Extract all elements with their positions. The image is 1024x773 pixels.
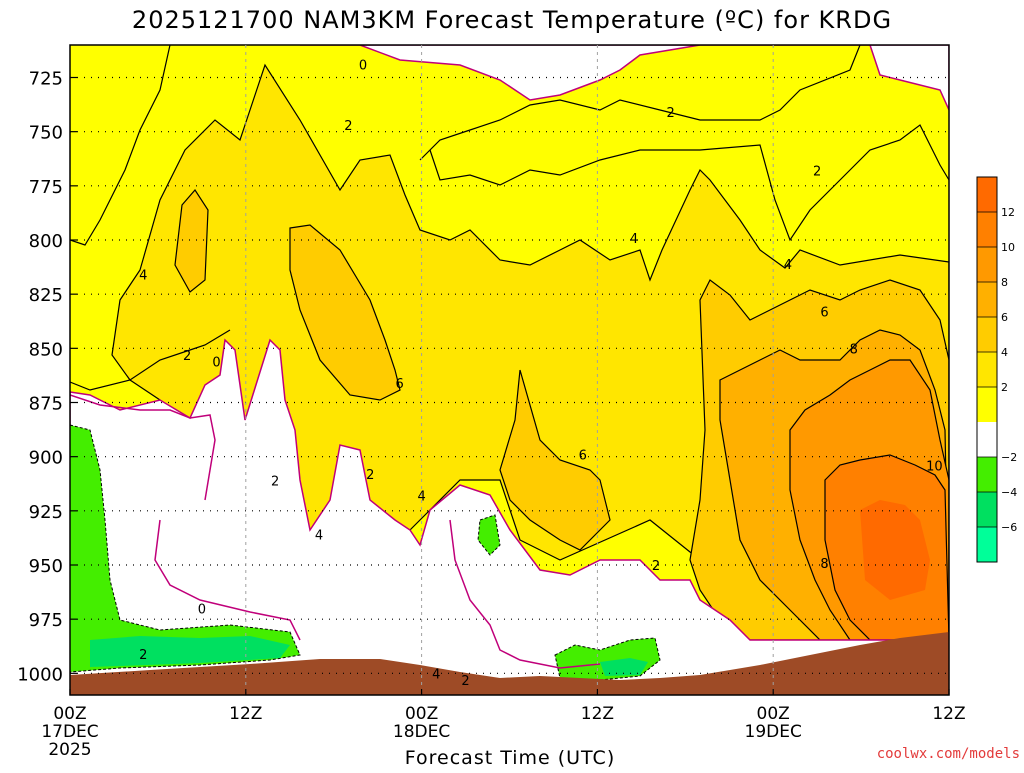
colorbar-label: −6 xyxy=(1001,521,1017,534)
contour-label: 6 xyxy=(395,377,403,392)
x-date-label: 17DEC xyxy=(41,722,98,742)
x-date-label: 19DEC xyxy=(745,722,802,742)
x-tick-label: 00Z xyxy=(757,704,790,724)
contour-label: 0 xyxy=(198,602,206,617)
y-tick-label: 750 xyxy=(29,123,63,144)
colorbar-band xyxy=(977,527,997,563)
contour-2-mid xyxy=(419,45,861,161)
band-0-neg2 xyxy=(70,338,949,695)
contour-label-layer: 0 2 2 2 4 4 4 2 0 6 6 8 6 2 2 10 4 4 8 2 0 2 4 2 xyxy=(139,59,943,689)
band-4-6-c xyxy=(499,369,611,551)
contour-label: 2 xyxy=(813,165,821,180)
y-tick-label: 975 xyxy=(29,610,63,631)
colorbar-label: 4 xyxy=(1001,346,1008,359)
contour-label: 4 xyxy=(784,258,792,273)
colorbar-band xyxy=(977,247,997,283)
contour-label: 6 xyxy=(579,449,587,464)
contour-label: 2 xyxy=(667,106,675,121)
contour-0-upper xyxy=(70,394,216,501)
contour-label: 6 xyxy=(820,306,828,321)
site-credit[interactable]: coolwx.com/models xyxy=(877,746,1020,762)
colorbar-band xyxy=(977,177,997,213)
contour-label: 2 xyxy=(366,468,374,483)
y-tick-label: 850 xyxy=(29,339,63,360)
colorbar-band xyxy=(977,387,997,423)
contour-label: 2 xyxy=(461,674,469,689)
x-date-label: 18DEC xyxy=(393,722,450,742)
colorbar-band xyxy=(977,282,997,318)
grid xyxy=(70,45,949,695)
y-axis: 725 750 775 800 825 850 875 900 925 950 975 1000 xyxy=(17,69,77,685)
y-tick-label: 725 xyxy=(29,69,63,90)
contour-label: 2 xyxy=(652,559,660,574)
colorbar-label: −2 xyxy=(1001,451,1017,464)
x-tick-label: 00Z xyxy=(405,704,438,724)
band-4-6-b xyxy=(174,189,209,293)
colorbar-band xyxy=(977,212,997,248)
colorbar-band xyxy=(977,457,997,493)
contour-0-lower xyxy=(154,519,301,641)
band-12-14 xyxy=(860,500,930,600)
colorbar-label: 2 xyxy=(1001,381,1008,394)
x-year-label: 2025 xyxy=(48,740,91,760)
x-tick-label: 12Z xyxy=(932,704,965,724)
y-tick-label: 900 xyxy=(29,448,63,469)
contour-label: 4 xyxy=(630,232,638,247)
y-tick-label: 875 xyxy=(29,394,63,415)
colorbar-label: 8 xyxy=(1001,276,1008,289)
colorbar-label: 6 xyxy=(1001,311,1008,324)
x-tick-label: 12Z xyxy=(581,704,614,724)
contour-label: 8 xyxy=(820,557,828,572)
band-neg4-neg6-west xyxy=(90,636,290,667)
colorbar: 12 10 8 6 4 2 −2 −4 −6 xyxy=(976,176,1017,563)
y-tick-label: 925 xyxy=(29,502,63,523)
contour-2-lower xyxy=(70,329,231,391)
plot-border xyxy=(69,44,950,696)
y-tick-label: 800 xyxy=(29,231,63,252)
y-tick-label: 1000 xyxy=(17,664,63,685)
contour-label: 2 xyxy=(271,475,279,490)
contour-label: 4 xyxy=(315,529,323,544)
top-cold-pocket xyxy=(300,45,949,111)
x-tick-label: 00Z xyxy=(53,704,86,724)
terrain xyxy=(70,632,949,695)
band-neg2-neg4-mid xyxy=(477,514,501,556)
chart-title: 2025121700 NAM3KM Forecast Temperature (… xyxy=(132,6,892,34)
colorbar-label: 12 xyxy=(1001,206,1015,219)
contour-label: 4 xyxy=(417,490,425,505)
band-4-6-a xyxy=(289,224,401,401)
contour-2-main xyxy=(70,45,171,246)
x-axis-title: Forecast Time (UTC) xyxy=(405,747,615,768)
y-tick-label: 950 xyxy=(29,556,63,577)
colorbar-frame xyxy=(976,176,998,563)
x-tick-label: 12Z xyxy=(229,704,262,724)
contour-label: 4 xyxy=(139,269,147,284)
contour-2-high xyxy=(429,124,949,242)
colorbar-label: −4 xyxy=(1001,486,1017,499)
colorbar-band xyxy=(977,492,997,528)
contour-label: 2 xyxy=(139,648,147,663)
contour-label: 8 xyxy=(850,342,858,357)
colorbar-band xyxy=(977,352,997,388)
contour-label: 4 xyxy=(432,667,440,682)
colorbar-band xyxy=(977,422,997,458)
band-neg4-neg6-east xyxy=(600,658,648,676)
colorbar-label: 10 xyxy=(1001,241,1015,254)
contour-0-east xyxy=(449,519,601,669)
contour-label: 0 xyxy=(212,355,220,370)
contour-label: 10 xyxy=(926,459,943,474)
plot-area xyxy=(70,45,949,695)
contour-label: 0 xyxy=(359,59,367,74)
colorbar-band xyxy=(977,317,997,353)
contour-label: 2 xyxy=(183,349,191,364)
y-tick-label: 775 xyxy=(29,177,63,198)
contour-label: 2 xyxy=(344,119,352,134)
y-tick-label: 825 xyxy=(29,285,63,306)
